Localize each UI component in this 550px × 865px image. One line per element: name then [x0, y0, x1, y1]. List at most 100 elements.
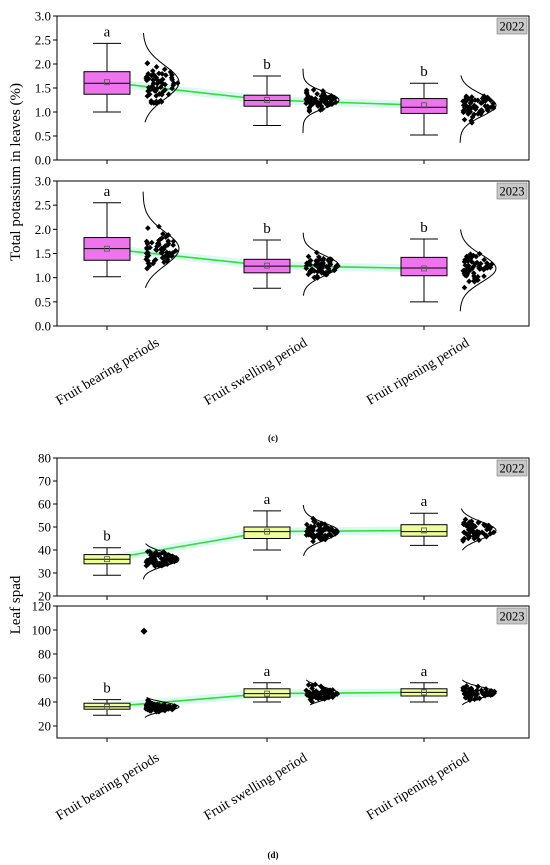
y-tick-label: 2.0 [35, 57, 51, 72]
data-point [466, 686, 472, 693]
data-point [165, 240, 172, 247]
data-point [159, 703, 165, 709]
significance-letter: b [103, 681, 111, 697]
distribution-curve [459, 229, 497, 312]
distribution-curve [302, 504, 340, 557]
potassium-y-axis-label: Total potassium in leaves (%) [8, 83, 24, 261]
significance-letter: a [421, 664, 428, 680]
data-point [158, 249, 165, 256]
data-point [143, 250, 150, 257]
data-point [156, 242, 162, 248]
year-tag-box [496, 607, 528, 625]
panel-d-label: (d) [268, 850, 279, 860]
data-point [170, 238, 177, 245]
trend-confidence-band [107, 244, 424, 273]
box-mean-marker [104, 79, 110, 86]
y-tick-label: 1.0 [35, 270, 51, 285]
data-point [152, 256, 159, 263]
y-tick-label: 2.5 [35, 198, 51, 213]
y-tick-label: 1.0 [35, 105, 51, 120]
significance-letter: a [421, 494, 428, 510]
y-tick-label: 0.5 [35, 294, 51, 309]
data-point [326, 268, 333, 275]
data-point [471, 275, 478, 281]
box-mean-marker [104, 245, 110, 252]
panel-c-category-label-2: Fruit swelling period [202, 336, 310, 409]
data-point [470, 690, 476, 697]
distribution-curve [144, 696, 180, 718]
data-point [481, 97, 488, 103]
trend-confidence-band [107, 688, 424, 711]
box-mean-marker [421, 102, 427, 109]
panel-d-category-label-1: Fruit bearing periods [54, 751, 162, 824]
year-tag: 2022 [500, 462, 525, 476]
data-point [486, 526, 493, 533]
data-point [463, 523, 470, 529]
data-point [487, 97, 494, 104]
data-point [145, 225, 151, 231]
data-point [471, 532, 478, 539]
data-point [164, 256, 171, 263]
y-tick-label: 40 [38, 695, 51, 710]
y-tick-label: 80 [38, 451, 51, 466]
data-point [333, 263, 340, 269]
data-point [313, 249, 320, 256]
box [243, 688, 291, 698]
data-point [468, 105, 474, 112]
data-point [305, 682, 312, 688]
data-point [307, 267, 314, 274]
y-tick-label: 60 [38, 497, 51, 512]
data-point [148, 239, 155, 246]
data-point [318, 683, 324, 690]
data-point [460, 98, 466, 105]
y-tick-label: 60 [38, 671, 51, 686]
data-point [150, 260, 156, 267]
box-mean-marker [264, 528, 270, 535]
data-point [474, 259, 480, 266]
box [243, 526, 291, 539]
data-point [490, 529, 497, 536]
data-point [467, 529, 473, 535]
data-point [161, 244, 167, 251]
significance-letter: b [103, 529, 111, 545]
data-point [463, 531, 470, 537]
y-tick-label: 3.0 [35, 9, 51, 24]
data-point [309, 698, 315, 705]
box-mean-marker [421, 265, 427, 272]
data-point [144, 240, 151, 247]
plot-frame [56, 605, 530, 739]
y-tick-label: 70 [38, 474, 51, 489]
data-point [318, 534, 325, 541]
data-point [466, 278, 472, 285]
data-point [470, 522, 477, 529]
data-point [312, 262, 319, 268]
trend-confidence-band [107, 78, 424, 110]
data-point [325, 100, 331, 107]
box [400, 524, 448, 537]
panel-c-label: (c) [268, 433, 278, 443]
significance-letter: b [420, 220, 428, 236]
data-point [149, 68, 156, 74]
data-point [460, 536, 466, 543]
data-point [481, 273, 487, 280]
data-point [315, 695, 322, 702]
data-point [466, 533, 473, 540]
y-tick-label: 20 [38, 719, 51, 734]
data-point [481, 256, 487, 263]
y-tick-label: 2.5 [35, 33, 51, 48]
box-mean-marker [104, 556, 110, 563]
data-point [305, 691, 311, 697]
data-point [468, 94, 475, 100]
data-point [475, 683, 481, 690]
data-point [475, 519, 482, 526]
data-point [467, 251, 474, 258]
data-point [144, 60, 151, 66]
y-tick-label: 100 [32, 623, 52, 638]
data-point [320, 255, 327, 262]
data-point [481, 521, 487, 528]
y-tick-label: 30 [38, 566, 51, 581]
data-point [170, 242, 177, 248]
distribution-curve [460, 508, 497, 551]
y-tick-label: 1.5 [35, 81, 51, 96]
